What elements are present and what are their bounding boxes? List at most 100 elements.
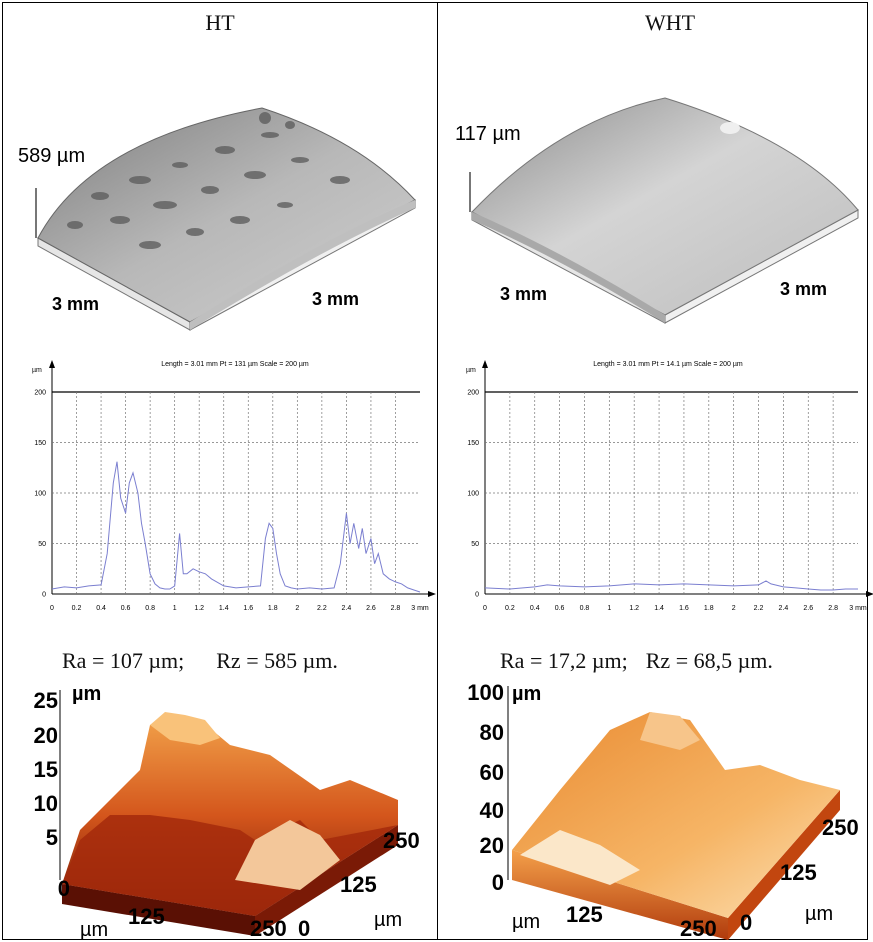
- wht-rz-value: Rz = 68,5 µm.: [645, 648, 773, 673]
- ht-afm-z-tick: 15: [34, 757, 58, 782]
- x-tick-label: 0.2: [505, 605, 515, 612]
- x-tick-label: 3 mm: [849, 605, 867, 612]
- x-tick-label: 1: [607, 605, 611, 612]
- y-tick-label: 0: [475, 592, 479, 599]
- ht-afm-z-tick: 25: [34, 688, 58, 713]
- wht-afm-y-tick: 125: [780, 860, 817, 885]
- x-tick-label: 0.4: [96, 605, 106, 612]
- y-axis-arrow: [49, 360, 55, 368]
- x-tick-label: 0.6: [555, 605, 565, 612]
- wht-profile-chart: µm 0 50 100 150 200 0 0.2 0.4 0.6 0.8 1 1.2 1.4 1.6 1.8…: [466, 360, 873, 612]
- x-tick-label: 0: [483, 605, 487, 612]
- y-tick-label: 200: [467, 390, 479, 397]
- ht-afm-unit: µm: [72, 683, 101, 705]
- y-axis-unit: µm: [32, 367, 42, 374]
- x-tick-label: 2: [295, 605, 299, 612]
- wht-afm-z-tick: 20: [480, 833, 504, 858]
- x-tick-label: 1.8: [704, 605, 714, 612]
- x-tick-label: 2.2: [317, 605, 327, 612]
- x-tick-label: 2.6: [366, 605, 376, 612]
- profile-series-line: [51, 461, 421, 593]
- wht-height-label: 117 µm: [455, 123, 521, 145]
- ht-afm-y-tick: 250: [383, 828, 420, 853]
- x-tick-label: 2.4: [779, 605, 789, 612]
- x-tick-label: 1: [173, 605, 177, 612]
- x-tick-label: 2.6: [803, 605, 813, 612]
- x-tick-label: 0.8: [580, 605, 590, 612]
- ht-afm-x-tick: 250: [250, 916, 287, 941]
- ht-roughness-stats: Ra = 107 µm; Rz = 585 µm.: [62, 648, 338, 674]
- ht-afm-z-tick: 10: [34, 791, 58, 816]
- wht-dim-left: 3 mm: [500, 284, 547, 304]
- x-tick-label: 1.4: [654, 605, 664, 612]
- x-tick-label: 2.4: [342, 605, 352, 612]
- wht-column-title: WHT: [644, 10, 696, 35]
- wht-afm-z-tick: 100: [467, 680, 504, 705]
- ht-afm-z-tick: 20: [34, 723, 58, 748]
- wht-profile-header: Length = 3.01 mm Pt = 14.1 µm Scale = 20…: [593, 361, 743, 368]
- ht-afm-z-axis: 25 20 15 10 5 0: [34, 688, 70, 901]
- y-tick-label: 50: [38, 541, 46, 548]
- y-tick-label: 0: [42, 592, 46, 599]
- x-tick-label: 1.6: [243, 605, 253, 612]
- wht-afm-surface: [512, 712, 840, 940]
- wht-afm-y-unit: µm: [805, 903, 833, 925]
- x-tick-label: 2: [732, 605, 736, 612]
- y-tick-label: 50: [471, 541, 479, 548]
- ht-ra-value: Ra = 107 µm;: [62, 648, 185, 673]
- ht-afm-surface: [62, 712, 398, 936]
- wht-ra-value: Ra = 17,2 µm;: [500, 648, 628, 673]
- x-tick-label: 1.4: [219, 605, 229, 612]
- ht-rz-value: Rz = 585 µm.: [216, 648, 338, 673]
- ht-column-title: HT: [205, 10, 235, 35]
- wht-afm-x-tick: 125: [566, 902, 603, 927]
- wht-afm-x-unit: µm: [512, 911, 540, 933]
- wht-dim-right: 3 mm: [780, 279, 827, 299]
- wht-roughness-stats: Ra = 17,2 µm; Rz = 68,5 µm.: [500, 648, 773, 674]
- y-tick-label: 150: [467, 440, 479, 447]
- wht-afm-y-tick: 0: [740, 910, 752, 935]
- wht-3d-surface: [469, 97, 860, 324]
- x-axis-arrow: [866, 591, 873, 597]
- y-axis-unit: µm: [466, 367, 476, 374]
- ht-3d-surface: [35, 107, 417, 331]
- ht-height-label: 589 µm: [18, 145, 85, 167]
- ht-afm-y-tick: 125: [340, 872, 377, 897]
- wht-afm-unit: µm: [512, 683, 541, 705]
- ht-profile-chart: µm 0 50 100 150 200 0 0.2 0.4 0.6 0.8 1 1.2 1.4 1.6 1.8…: [32, 360, 436, 612]
- x-tick-label: 1.2: [194, 605, 204, 612]
- x-tick-label: 1.6: [679, 605, 689, 612]
- ht-dim-left: 3 mm: [52, 294, 99, 314]
- x-axis-arrow: [428, 591, 436, 597]
- wht-afm-y-tick: 250: [822, 815, 859, 840]
- x-tick-label: 0.6: [121, 605, 131, 612]
- y-tick-label: 150: [34, 440, 46, 447]
- x-tick-label: 2.8: [828, 605, 838, 612]
- ht-dim-right: 3 mm: [312, 289, 359, 309]
- x-tick-label: 2.2: [754, 605, 764, 612]
- wht-afm-z-tick: 80: [480, 720, 504, 745]
- x-tick-label: 1.8: [268, 605, 278, 612]
- x-tick-label: 0.8: [145, 605, 155, 612]
- y-tick-label: 100: [34, 491, 46, 498]
- ht-afm-y-tick: 0: [298, 916, 310, 941]
- x-tick-label: 3 mm: [411, 605, 429, 612]
- y-axis-arrow: [482, 360, 488, 368]
- ht-afm-x-unit: µm: [80, 919, 108, 941]
- column-divider: [437, 2, 438, 940]
- x-tick-label: 0.4: [530, 605, 540, 612]
- y-tick-label: 200: [34, 390, 46, 397]
- x-tick-label: 0: [50, 605, 54, 612]
- ht-afm-x-tick: 125: [128, 904, 165, 929]
- profile-series-line: [484, 580, 858, 591]
- ht-afm-y-unit: µm: [374, 909, 402, 931]
- wht-afm-z-tick: 60: [480, 760, 504, 785]
- wht-afm-z-tick: 40: [480, 798, 504, 823]
- wht-afm-x-tick: 250: [680, 916, 717, 941]
- x-tick-label: 1.2: [629, 605, 639, 612]
- x-tick-label: 2.8: [391, 605, 401, 612]
- wht-afm-z-axis: 100 80 60 40 20 0: [467, 680, 509, 895]
- y-tick-label: 100: [467, 491, 479, 498]
